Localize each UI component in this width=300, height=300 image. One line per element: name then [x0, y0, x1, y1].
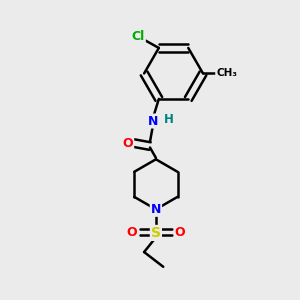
Text: H: H: [164, 113, 174, 126]
Text: O: O: [123, 136, 133, 150]
Text: CH₃: CH₃: [216, 68, 237, 78]
Text: O: O: [126, 226, 137, 239]
Text: S: S: [151, 226, 161, 240]
Text: N: N: [148, 115, 158, 128]
Text: O: O: [175, 226, 185, 239]
Text: N: N: [151, 203, 161, 216]
Text: Cl: Cl: [132, 30, 145, 43]
